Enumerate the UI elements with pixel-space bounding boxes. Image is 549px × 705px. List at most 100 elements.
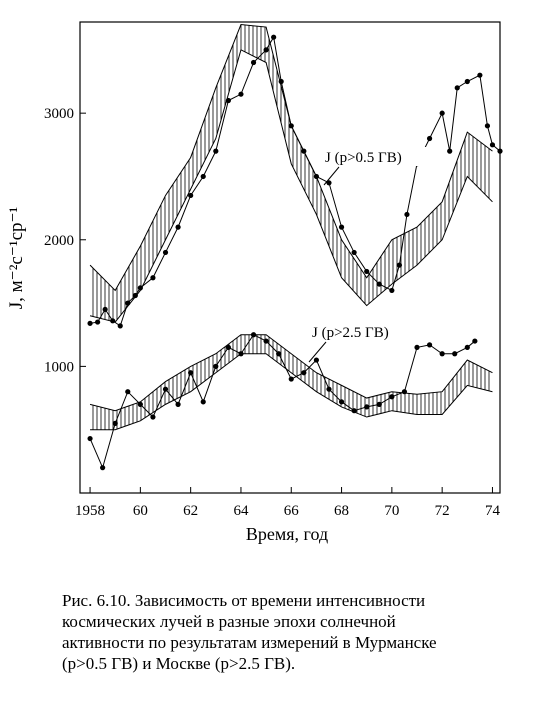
y-axis-label: J, м⁻²с⁻¹ср⁻¹ — [6, 206, 27, 309]
data-point — [102, 306, 108, 313]
label-bg — [323, 147, 431, 166]
series-line — [89, 35, 501, 327]
x-tick-label: 60 — [133, 503, 148, 519]
data-point — [87, 435, 93, 442]
data-point — [351, 408, 357, 414]
data-point — [137, 401, 143, 407]
data-point — [87, 320, 93, 326]
label-arrow — [308, 341, 327, 363]
data-point — [404, 211, 410, 218]
band-fill — [90, 334, 493, 430]
data-point — [271, 34, 277, 40]
band-lower — [89, 49, 493, 323]
data-point — [396, 262, 403, 268]
data-point — [489, 142, 496, 148]
data-point — [338, 399, 345, 405]
data-point — [276, 351, 282, 357]
y-tick-label: 2000 — [44, 233, 74, 249]
data-point — [447, 148, 453, 154]
band-upper — [89, 334, 493, 412]
data-point — [452, 351, 458, 357]
data-point — [364, 268, 370, 275]
data-point — [95, 319, 101, 325]
caption-line: активности по результатам измерений в Му… — [62, 633, 437, 652]
caption-line: (p>0.5 ГВ) и Москве (p>2.5 ГВ). — [62, 654, 295, 673]
x-tick-label: 64 — [233, 503, 249, 519]
data-point — [439, 351, 445, 357]
data-point — [278, 78, 284, 85]
band-lower — [90, 353, 493, 431]
plot-frame — [79, 21, 501, 494]
x-tick-label: 70 — [384, 503, 399, 519]
caption: Рис. 6.10. Зависимость от времени интенс… — [62, 591, 437, 673]
x-tick-label: 74 — [485, 503, 501, 519]
data-point — [313, 173, 320, 180]
data-point — [263, 47, 269, 53]
data-point — [376, 401, 382, 407]
data-point — [162, 249, 169, 256]
data-point — [376, 281, 382, 287]
x-tick-label: 68 — [334, 503, 349, 519]
data-point — [150, 275, 156, 281]
data-point — [326, 180, 332, 186]
data-point — [484, 123, 491, 129]
data-point — [301, 370, 307, 376]
data-point — [213, 363, 219, 369]
data-point — [175, 224, 181, 230]
data-point — [414, 344, 420, 350]
data-point — [472, 338, 478, 344]
series-label: J (p>2.5 ГВ) — [312, 325, 389, 341]
data-point — [464, 78, 470, 85]
data-point — [454, 85, 460, 91]
label-arrow — [323, 166, 340, 186]
data-point — [110, 318, 116, 324]
data-point — [464, 344, 470, 350]
series-line — [89, 334, 476, 470]
data-point — [364, 404, 370, 410]
data-point — [351, 249, 357, 256]
data-point — [175, 401, 181, 407]
data-point — [426, 342, 433, 348]
data-point — [132, 292, 138, 299]
data-point — [225, 97, 231, 104]
data-point — [313, 357, 320, 363]
data-point — [426, 135, 433, 142]
data-point — [200, 399, 206, 405]
data-point — [117, 323, 123, 329]
data-point — [497, 148, 503, 154]
y-tick-label: 3000 — [44, 106, 74, 122]
x-tick-label: 1958 — [75, 503, 105, 519]
y-tick-label: 1000 — [44, 359, 74, 375]
data-point — [200, 173, 206, 180]
data-point — [125, 300, 131, 306]
data-point — [263, 338, 269, 344]
data-point — [301, 148, 307, 154]
data-point — [125, 389, 131, 395]
x-axis-label: Время, год — [246, 524, 328, 544]
data-point — [238, 351, 244, 357]
data-point — [389, 287, 395, 294]
x-tick-label: 66 — [284, 503, 300, 519]
data-point — [288, 123, 294, 129]
data-point — [439, 110, 445, 116]
band-fill — [90, 24, 493, 323]
data-point — [338, 224, 345, 230]
data-point — [137, 285, 143, 291]
data-point — [112, 420, 118, 426]
data-point — [225, 344, 231, 350]
caption-line: Рис. 6.10. Зависимость от времени интенс… — [62, 591, 425, 610]
data-point — [238, 91, 244, 97]
data-point — [188, 192, 194, 199]
data-point — [250, 332, 257, 338]
data-point — [401, 389, 408, 395]
data-point — [188, 370, 194, 376]
data-point — [250, 59, 257, 66]
x-tick-label: 62 — [183, 503, 198, 519]
caption-line: космических лучей в разные эпохи солнечн… — [62, 612, 396, 631]
data-point — [288, 376, 294, 382]
data-point — [326, 386, 332, 392]
data-point — [100, 465, 106, 471]
data-point — [389, 394, 395, 400]
label-bg — [310, 322, 418, 341]
